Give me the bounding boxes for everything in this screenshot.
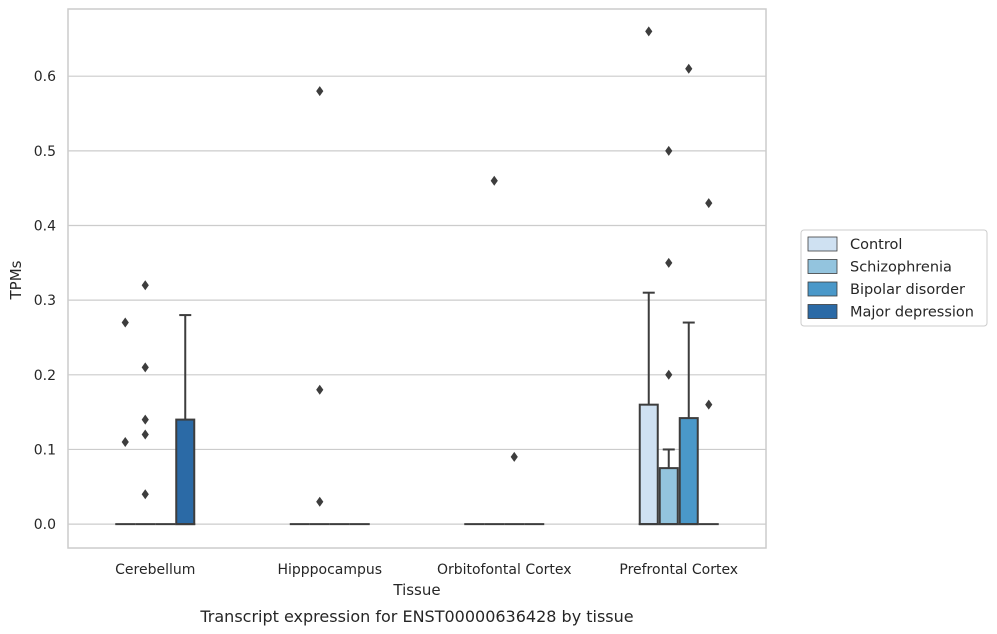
legend-items: Control Schizophrenia Bipolar disorder Majo… <box>807 236 974 321</box>
outlier-point <box>705 399 713 410</box>
x-axis-label: Tissue <box>392 581 440 599</box>
outlier-point <box>141 280 149 291</box>
outlier-point <box>665 145 673 156</box>
outlier-point <box>665 257 673 268</box>
x-tick-label: Cerebellum <box>115 562 195 578</box>
x-tick-label: Prefrontal Cortex <box>619 562 738 578</box>
legend-swatch <box>807 304 838 319</box>
outlier-point <box>141 362 149 373</box>
gridlines <box>68 75 766 525</box>
legend-label: Control <box>850 237 902 253</box>
y-tick-label: 0.6 <box>34 69 56 85</box>
outlier-point <box>121 317 129 328</box>
box <box>678 417 699 526</box>
legend-swatch <box>807 259 838 274</box>
outlier-point <box>665 369 673 380</box>
outlier-point <box>141 429 149 440</box>
y-tick-label: 0.0 <box>34 517 56 533</box>
y-tick-label: 0.4 <box>34 218 56 234</box>
outlier-point <box>685 63 693 74</box>
outlier-point <box>316 86 324 97</box>
outlier-point <box>121 436 129 447</box>
legend-swatch <box>807 236 838 252</box>
legend-label: Major depression <box>850 305 974 321</box>
outlier-point <box>510 451 518 462</box>
outlier-point <box>141 489 149 500</box>
outlier-point <box>490 175 498 186</box>
x-tick-labels: Cerebellum Hipppocampus Orbitofontal Corte… <box>115 562 738 578</box>
chart-caption: Transcript expression for ENST0000063642… <box>199 607 633 626</box>
y-tick-label: 0.3 <box>34 293 56 309</box>
legend: Control Schizophrenia Bipolar disorder Majo… <box>800 229 988 327</box>
y-tick-labels: 0.0 0.1 0.2 0.3 0.4 0.5 0.6 <box>34 69 56 533</box>
outlier-point <box>705 198 713 209</box>
outliers <box>121 26 713 507</box>
legend-frame <box>800 229 988 327</box>
box <box>658 467 679 526</box>
y-tick-label: 0.5 <box>34 144 56 160</box>
legend-label: Schizophrenia <box>850 260 952 276</box>
legend-label: Bipolar disorder <box>850 282 965 298</box>
x-tick-label: Orbitofontal Cortex <box>437 562 572 578</box>
outlier-point <box>316 496 324 507</box>
y-axis-label: TPMs <box>7 260 25 300</box>
box <box>638 403 659 526</box>
y-tick-label: 0.1 <box>34 442 56 458</box>
x-tick-label: Hipppocampus <box>277 562 382 578</box>
outlier-point <box>141 414 149 425</box>
outlier-point <box>645 26 653 37</box>
box <box>175 418 196 526</box>
outlier-point <box>316 384 324 395</box>
legend-swatch <box>807 281 838 297</box>
y-tick-label: 0.2 <box>34 368 56 384</box>
plot-frame <box>67 8 767 549</box>
boxes <box>115 291 719 526</box>
